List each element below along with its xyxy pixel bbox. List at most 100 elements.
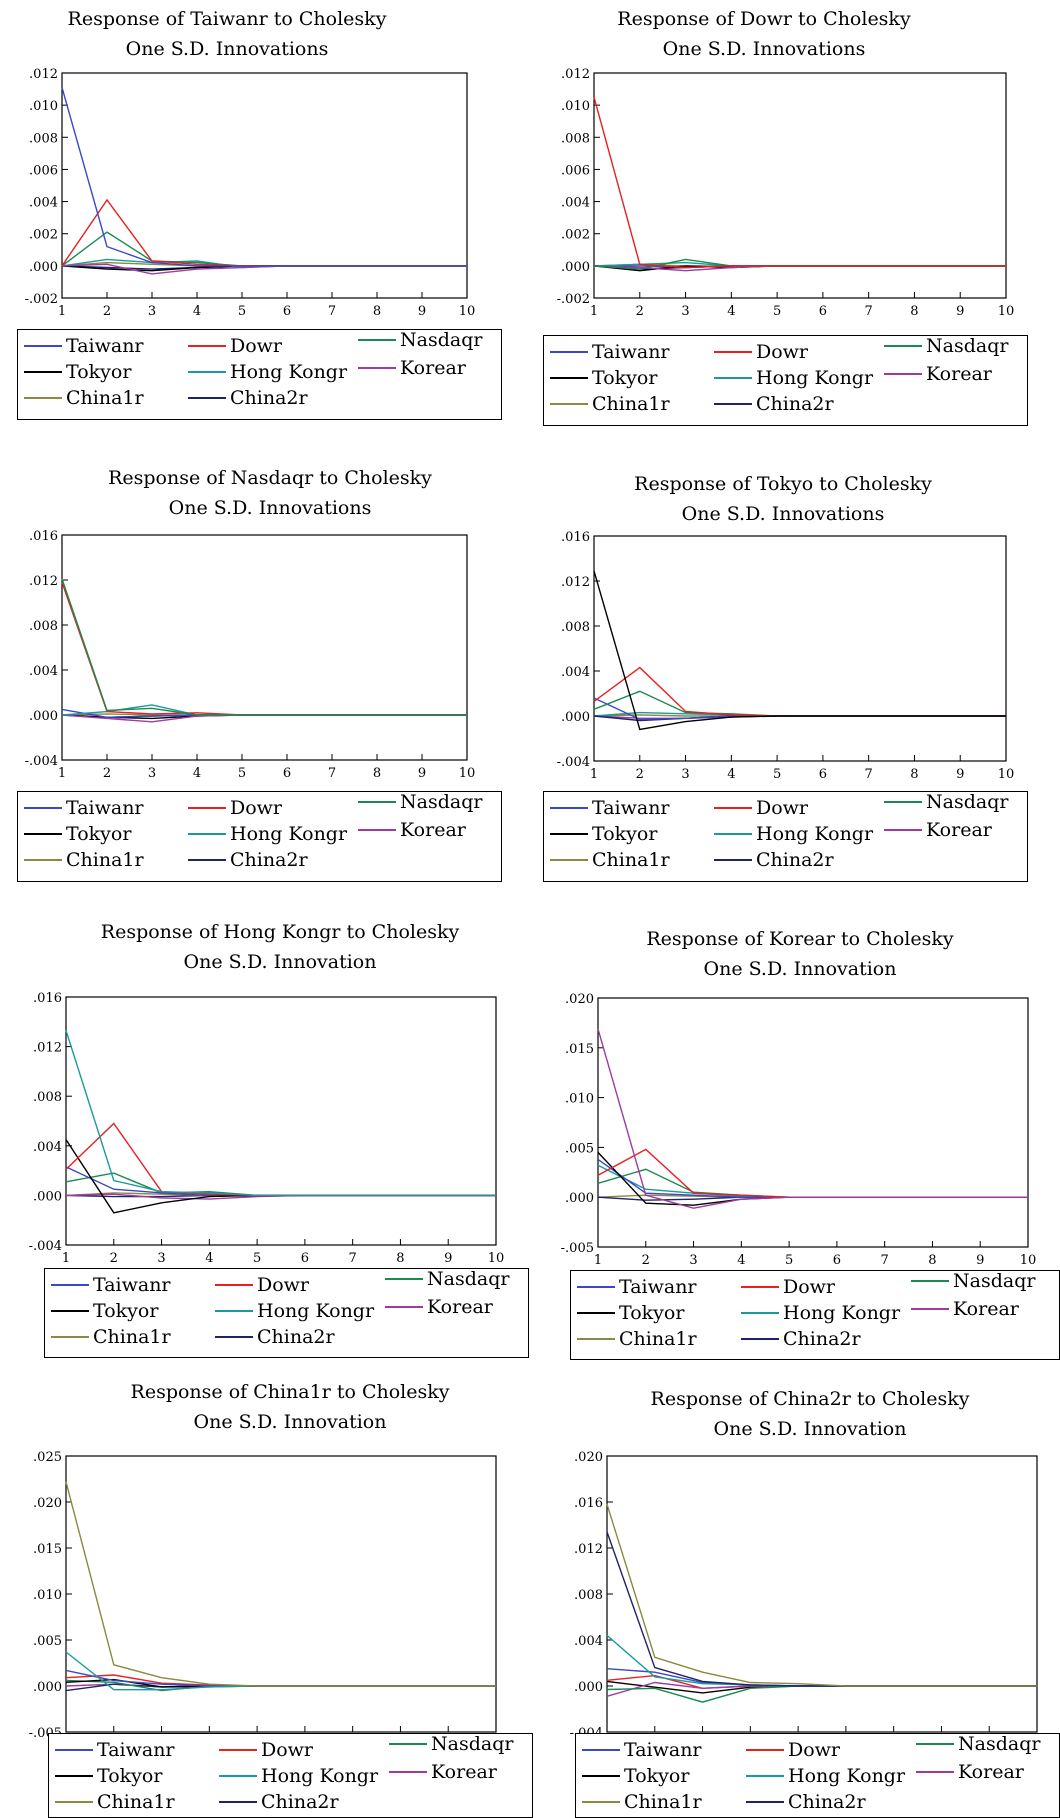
legend-label: Tokyor	[66, 823, 132, 845]
x-tick-label: 1	[590, 767, 598, 782]
x-tick-label: 9	[418, 304, 426, 319]
legend-label: Tokyor	[66, 361, 132, 383]
y-tick-label: .010	[33, 1588, 62, 1603]
legend-label: Taiwanr	[66, 797, 144, 819]
plot-area: -.004 .000 .004 .008 .012 .016 1 2 3 4 5 6 7 8 9 10	[25, 529, 476, 781]
legend-label: Tokyor	[619, 1302, 685, 1324]
plot-frame	[593, 535, 1007, 762]
legend-swatch	[550, 351, 588, 353]
x-tick-label: 8	[928, 1253, 936, 1268]
x-tick-label: 4	[727, 304, 735, 319]
chart-title-line: Response of China2r to Cholesky	[650, 1388, 970, 1410]
legend-label: Tokyor	[624, 1765, 690, 1787]
legend-label: China2r	[230, 387, 308, 409]
legend-swatch	[582, 1775, 620, 1777]
legend-item-china2r: China2r	[746, 1790, 866, 1814]
legend: Taiwanr Dowr Nasdaqr Tokyor Hong Kongr Korear…	[575, 1733, 1060, 1818]
legend-item-nasdaqr: Nasdaqr	[358, 790, 482, 814]
legend-swatch	[188, 397, 226, 399]
legend-swatch	[911, 1280, 949, 1282]
chart-subtitle: One S.D. Innovation	[193, 1411, 387, 1433]
legend-label: Taiwanr	[97, 1739, 175, 1761]
legend-item-korear: Korear	[385, 1295, 493, 1319]
legend-item-china1r: China1r	[577, 1327, 697, 1351]
legend-label: Dowr	[261, 1739, 314, 1761]
legend-item-taiwanr: Taiwanr	[577, 1275, 697, 1299]
legend-item-korear: Korear	[911, 1297, 1019, 1321]
y-tick-label: .004	[561, 196, 590, 211]
legend-label: Taiwanr	[619, 1276, 697, 1298]
y-tick-label: .008	[574, 1588, 603, 1603]
chart-title-line: Response of Tokyo to Cholesky	[634, 473, 932, 495]
legend-swatch	[577, 1338, 615, 1340]
legend-item-dowr: Dowr	[714, 340, 808, 364]
legend: Taiwanr Dowr Nasdaqr Tokyor Hong Kongr Korear…	[48, 1733, 533, 1818]
series-line-nasdaqr	[61, 578, 467, 716]
chart-title: Response of China2r to Cholesky One S.D. …	[560, 1384, 1060, 1444]
legend: Taiwanr Dowr Nasdaqr Tokyor Hong Kongr Korear…	[570, 1270, 1060, 1360]
legend-label: Nasdaqr	[427, 1268, 510, 1290]
legend-item-nasdaqr: Nasdaqr	[385, 1267, 509, 1291]
x-tick-label: 5	[253, 1251, 261, 1266]
plot-area: -.005 .000 .005 .010 .015 .020 1 2 3 4 5 6 7 8 9 10	[561, 992, 1037, 1268]
legend-label: Korear	[926, 363, 992, 385]
legend-item-tokyor: Tokyor	[550, 366, 657, 390]
legend-swatch	[577, 1286, 615, 1288]
legend-swatch	[714, 859, 752, 861]
legend-label: Dowr	[788, 1739, 841, 1761]
chart-subtitle: One S.D. Innovations	[125, 38, 329, 60]
y-tick-label: .015	[565, 1042, 594, 1057]
chart-title-line: Response of Dowr to Cholesky	[617, 8, 911, 30]
legend-item-taiwanr: Taiwanr	[55, 1738, 175, 1762]
legend-item-hongkongr: Hong Kongr	[215, 1299, 374, 1323]
y-tick-label: .008	[561, 131, 590, 146]
legend-label: Hong Kongr	[230, 361, 348, 383]
legend-item-nasdaqr: Nasdaqr	[911, 1269, 1035, 1293]
series-line-korear	[61, 714, 467, 723]
x-tick-label: 2	[103, 304, 111, 319]
legend-label: Nasdaqr	[431, 1733, 514, 1755]
y-tick-label: .000	[33, 1680, 62, 1695]
series-line-dowr	[61, 582, 467, 716]
x-tick-label: 10	[998, 304, 1015, 319]
legend-label: Nasdaqr	[400, 791, 483, 813]
x-tick-label: 9	[444, 1251, 452, 1266]
legend-swatch	[215, 1310, 253, 1312]
series-line-nasdaqr	[597, 1168, 1028, 1198]
legend-label: Nasdaqr	[953, 1270, 1036, 1292]
legend-swatch	[582, 1749, 620, 1751]
legend-swatch	[550, 403, 588, 405]
chart-subtitle: One S.D. Innovation	[713, 1418, 907, 1440]
x-tick-label: 3	[148, 766, 156, 781]
x-tick-label: 6	[283, 304, 291, 319]
chart-title: Response of Tokyo to Cholesky One S.D. In…	[533, 469, 1033, 529]
plot-frame	[61, 72, 468, 299]
plot-frame	[597, 997, 1029, 1248]
y-tick-label: .000	[565, 1191, 594, 1206]
legend-label: China1r	[592, 849, 670, 871]
x-tick-label: 5	[773, 767, 781, 782]
legend-item-china1r: China1r	[51, 1325, 171, 1349]
legend-item-dowr: Dowr	[188, 334, 282, 358]
legend-label: Hong Kongr	[756, 367, 874, 389]
series-line-china1r	[606, 1504, 1037, 1687]
y-tick-label: .010	[29, 99, 58, 114]
legend-item-dowr: Dowr	[741, 1275, 835, 1299]
y-tick-label: .000	[561, 260, 590, 275]
x-tick-label: 6	[283, 766, 291, 781]
legend-label: Dowr	[756, 341, 809, 363]
legend-label: Tokyor	[97, 1765, 163, 1787]
legend-swatch	[24, 345, 62, 347]
legend-item-taiwanr: Taiwanr	[24, 796, 144, 820]
series-line-hong-kongr	[606, 1634, 1037, 1687]
y-tick-label: .020	[574, 1450, 603, 1465]
y-tick-label: .012	[561, 67, 590, 82]
legend-item-tokyor: Tokyor	[582, 1764, 689, 1788]
legend-item-dowr: Dowr	[714, 796, 808, 820]
legend-label: China1r	[97, 1791, 175, 1813]
y-tick-label: .005	[565, 1141, 594, 1156]
legend-item-china1r: China1r	[582, 1790, 702, 1814]
legend-swatch	[188, 859, 226, 861]
legend: Taiwanr Dowr Nasdaqr Tokyor Hong Kongr Korear…	[543, 791, 1028, 882]
x-tick-label: 4	[205, 1251, 213, 1266]
